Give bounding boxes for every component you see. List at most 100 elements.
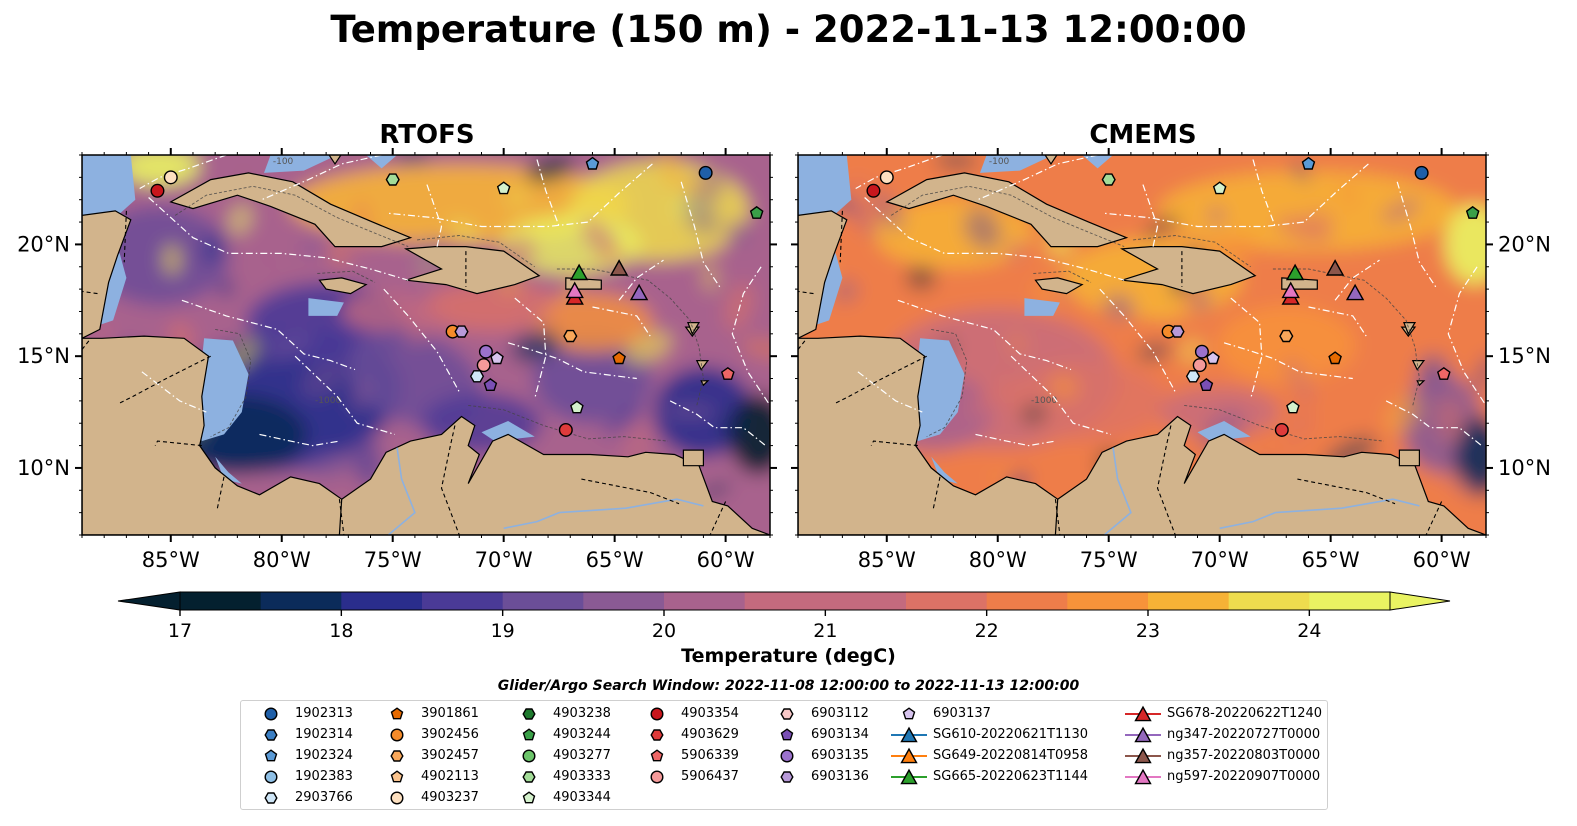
hexagon-marker-icon	[780, 708, 794, 720]
panel-title-cmems: CMEMS	[1089, 120, 1197, 150]
eez-boundary	[514, 297, 547, 399]
lon-tick-label: 70°W	[475, 548, 533, 572]
platform-ng347-20220727T0000	[629, 283, 649, 301]
legend-marker	[650, 729, 664, 741]
legend-marker	[390, 728, 404, 742]
platform-3901861	[612, 351, 626, 365]
legend-item-label: 5906437	[681, 769, 739, 784]
legend-marker	[650, 749, 664, 762]
lon-tick-label: 70°W	[1191, 548, 1249, 572]
country-border	[798, 337, 808, 350]
legend-item-label: 3902457	[421, 748, 479, 763]
legend-item-label: 4903333	[553, 769, 611, 784]
eez-boundary	[181, 299, 356, 371]
legend-marker	[780, 728, 794, 741]
country-border	[581, 478, 680, 505]
legend-item-label: 3901861	[421, 706, 479, 721]
platform-1902313	[698, 165, 713, 180]
shelf-region	[1024, 298, 1060, 316]
map-frame	[797, 154, 1487, 536]
eez-boundary	[897, 299, 1072, 371]
legend-marker	[900, 768, 918, 785]
colorbar-tick-label: 19	[491, 620, 515, 642]
eez-boundary	[425, 181, 443, 247]
legend-item-label: ng597-20220907T0000	[1167, 769, 1321, 784]
country-border	[1297, 478, 1396, 505]
circle-marker-icon	[650, 707, 664, 721]
colorbar-tick-label: 23	[1136, 620, 1160, 642]
platform-3901861	[1328, 351, 1342, 365]
country-border	[1054, 499, 1061, 535]
colorbar-band	[1228, 592, 1310, 610]
colorbar-band	[825, 592, 907, 610]
eez-boundary	[618, 259, 664, 301]
land-guadeloupe	[687, 322, 701, 336]
eez-boundary	[1141, 181, 1159, 247]
legend-marker	[264, 707, 278, 721]
colorbar-tick-label: 22	[975, 620, 999, 642]
land-guadeloupe	[1403, 322, 1417, 336]
lon-tick-label: 80°W	[969, 548, 1027, 572]
eez-boundary	[855, 155, 943, 190]
legend-item-label: 5906339	[681, 748, 739, 763]
country-border	[216, 476, 225, 509]
legend-item-label: 3902456	[421, 727, 479, 742]
colorbar-band	[906, 592, 988, 610]
colorbar-tick-label: 20	[652, 620, 676, 642]
platform-4903244	[749, 205, 764, 219]
shelf-region	[481, 421, 535, 442]
legend-marker	[1134, 768, 1152, 785]
land-bahamas1	[1044, 155, 1058, 165]
colorbar-band	[341, 592, 423, 610]
platform-4903344	[1212, 181, 1227, 195]
platform-4903244	[1465, 205, 1480, 219]
colorbar-band	[1067, 592, 1149, 610]
eez-boundary	[1230, 297, 1263, 399]
lat-tick-label: 10°N	[1498, 456, 1551, 480]
country-border	[932, 476, 941, 509]
platform-4903629	[1274, 422, 1289, 437]
country-border	[82, 337, 92, 350]
colorbar-band	[180, 592, 262, 610]
platform-ng357-20220803T0000	[1325, 259, 1345, 276]
country-border	[798, 290, 814, 295]
legend-item-label: 4903237	[421, 790, 479, 805]
eez-boundary	[507, 342, 637, 380]
colorbar-band	[260, 592, 342, 610]
pentagon-marker-icon	[650, 749, 664, 762]
eez-boundary	[148, 197, 409, 281]
platform-4903344	[496, 181, 511, 195]
platform-4903237	[163, 170, 178, 185]
legend-marker	[264, 770, 278, 784]
legend-item-label: 6903135	[811, 748, 869, 763]
hexagon-marker-icon	[264, 792, 278, 804]
lat-tick-label: 10°N	[17, 456, 70, 480]
land-jamaica	[1034, 277, 1084, 295]
eez-boundary	[1385, 400, 1482, 447]
legend-item-label: 4902113	[421, 769, 479, 784]
eez-boundary	[141, 371, 207, 413]
lat-tick-label: 20°N	[1498, 232, 1551, 256]
shelf-region	[1197, 421, 1251, 442]
eez-boundary	[383, 288, 460, 393]
legend-marker	[522, 749, 536, 763]
country-border	[709, 501, 727, 535]
circle-marker-icon	[650, 770, 664, 784]
legend-item-label: 4903629	[681, 727, 739, 742]
legend-item-label: 1902314	[295, 727, 353, 742]
platform-4903277	[570, 400, 584, 414]
legend-marker	[1134, 726, 1152, 743]
eez-boundary	[386, 163, 653, 228]
platform-6903136	[1170, 325, 1185, 338]
map-panel-rtofs: -1000 -100 85°W 80°W 75°W 70°W 65°W 60°W 10°N 15°…	[17, 148, 777, 572]
eez-boundary	[857, 371, 923, 413]
legend-title: Glider/Argo Search Window: 2022-11-08 12…	[497, 678, 1080, 694]
lon-tick-label: 85°W	[858, 548, 916, 572]
platform-3902457	[1279, 329, 1294, 343]
country-border	[440, 425, 460, 535]
land-jamaica	[318, 277, 368, 295]
land-cuba	[169, 172, 413, 248]
colorbar-band	[1148, 592, 1230, 610]
eez-boundary	[1252, 159, 1276, 227]
triangle-marker-icon	[1125, 768, 1161, 785]
